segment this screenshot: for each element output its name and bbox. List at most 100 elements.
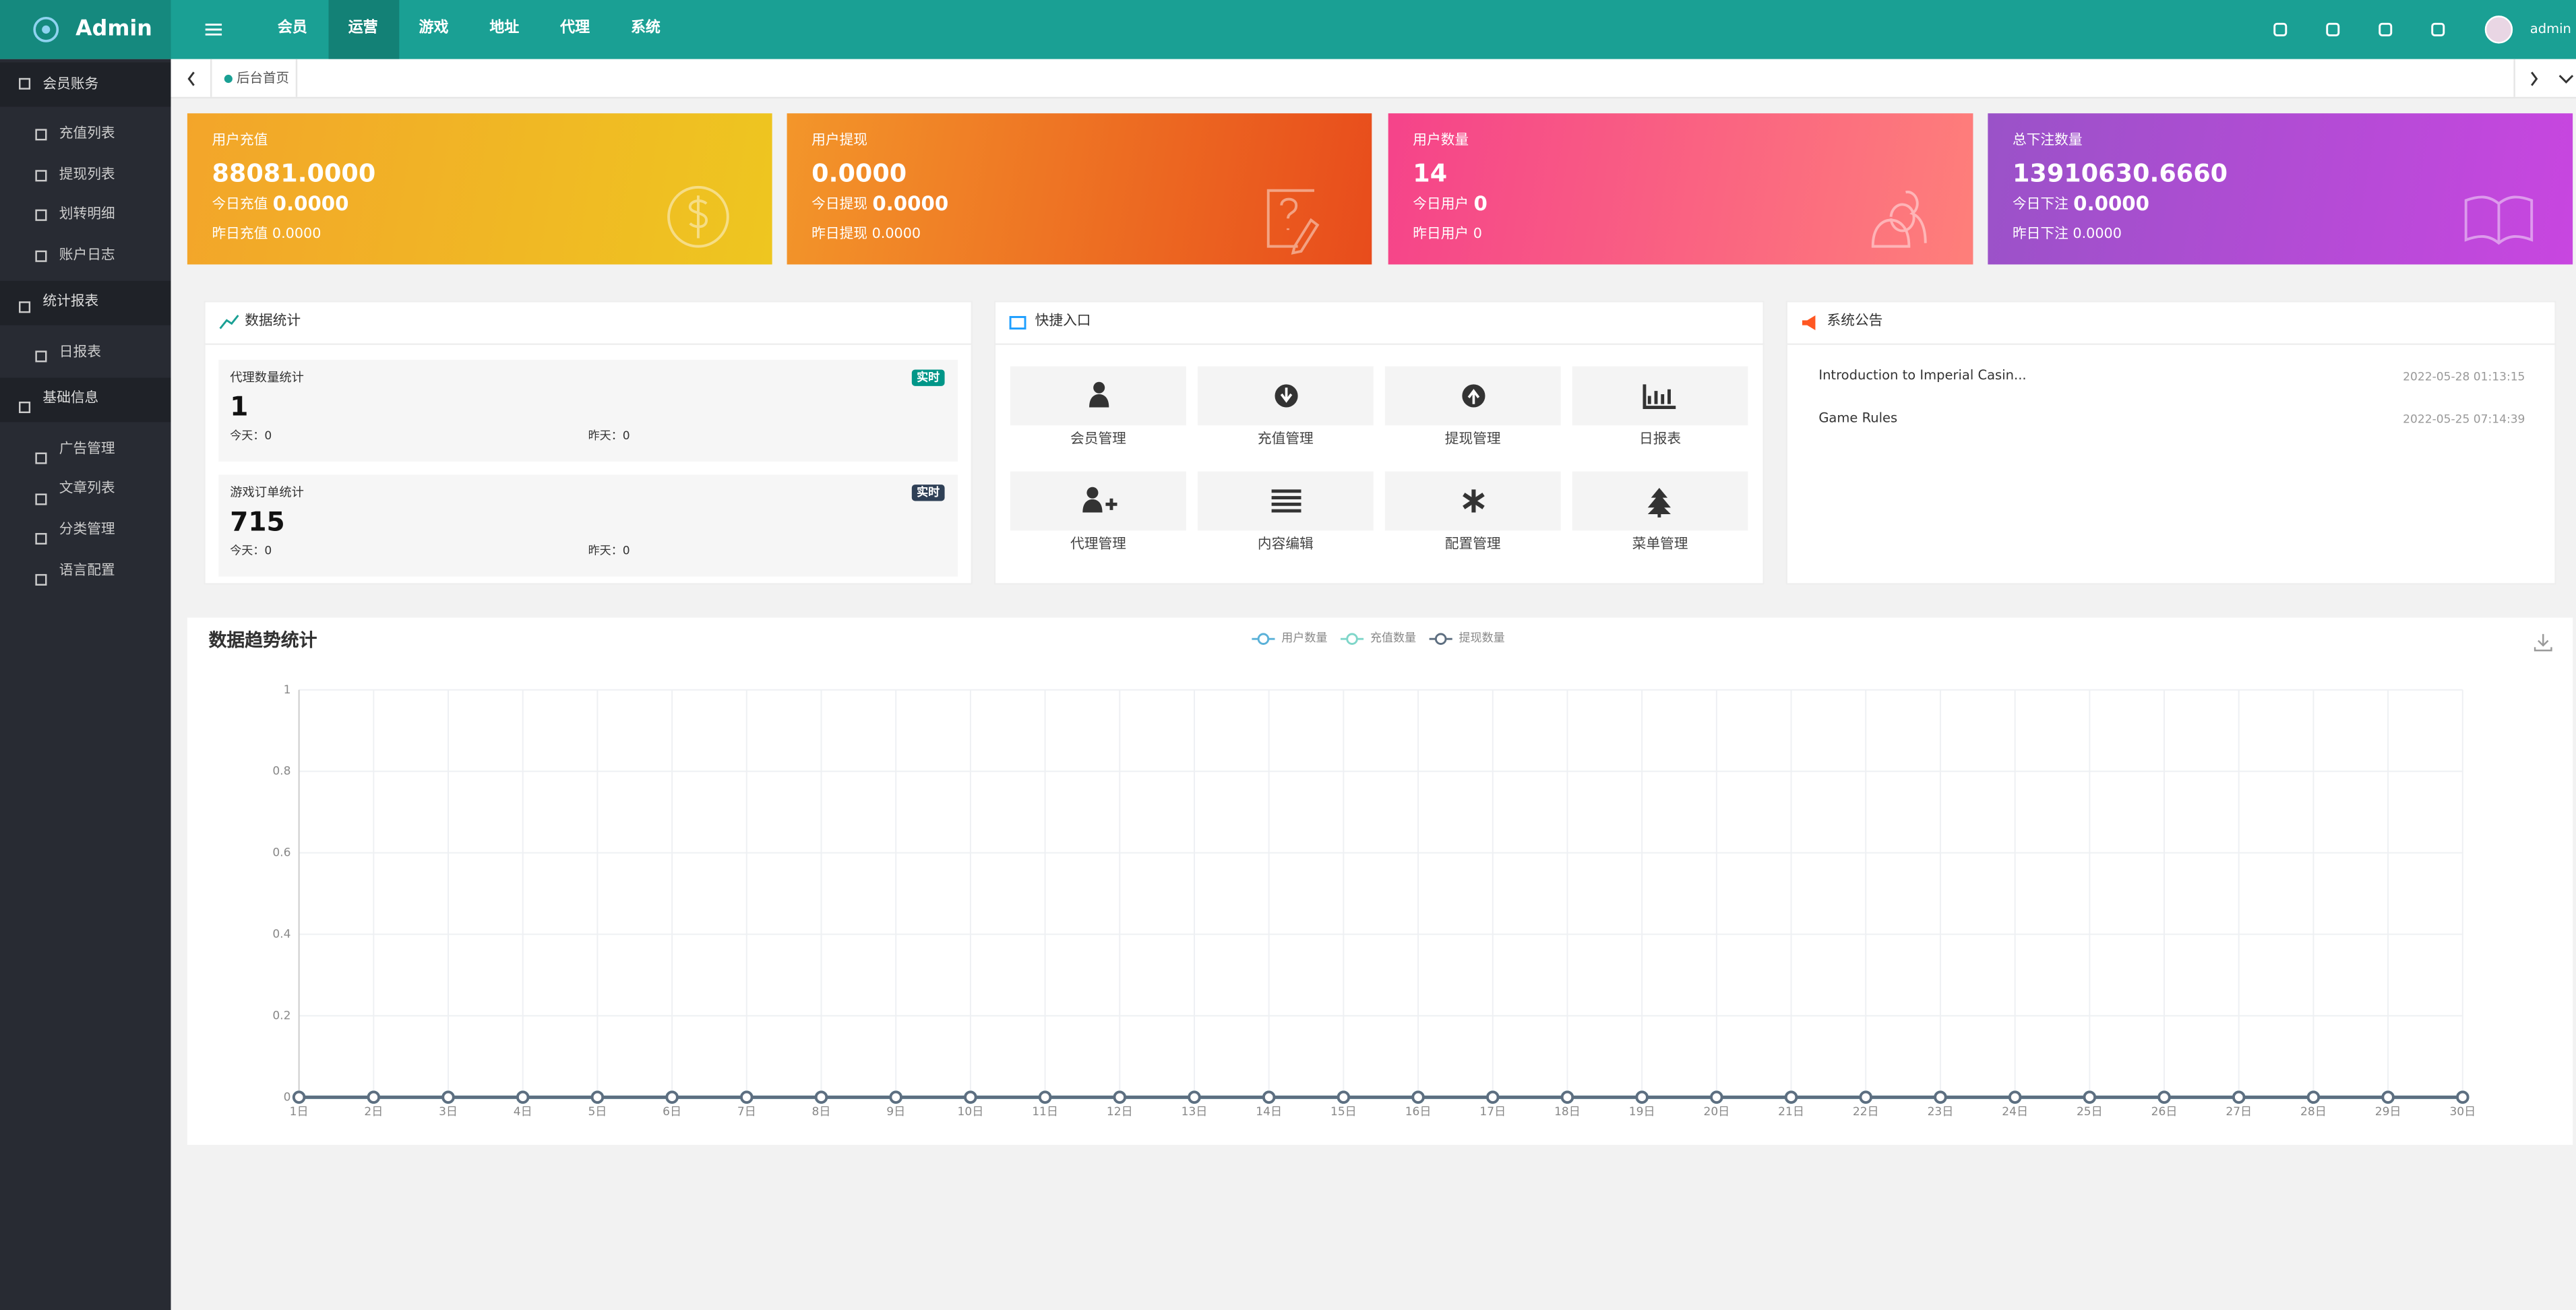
sidebar-icon <box>36 171 47 181</box>
x-tick-label: 9日 <box>886 1105 905 1119</box>
x-tick-label: 30日 <box>2449 1105 2476 1119</box>
header-tool-icon <box>2432 24 2444 35</box>
shortcut-icon <box>1272 491 1301 511</box>
x-tick-label: 14日 <box>1256 1105 1282 1119</box>
x-tick-label: 3日 <box>439 1105 458 1119</box>
data-point <box>667 1092 677 1102</box>
data-point <box>2308 1092 2319 1102</box>
data-point <box>890 1092 901 1102</box>
data-point <box>1636 1092 1647 1102</box>
x-tick-label: 13日 <box>1182 1105 1208 1119</box>
x-tick-label: 22日 <box>1853 1105 1879 1119</box>
y-tick-label: 0.8 <box>272 765 290 778</box>
x-tick-label: 17日 <box>1479 1105 1506 1119</box>
x-tick-label: 28日 <box>2300 1105 2327 1119</box>
shortcut-icon <box>1648 488 1671 518</box>
panel-icon <box>220 315 239 329</box>
shortcut-icon <box>1645 384 1676 407</box>
x-tick-label: 1日 <box>290 1105 309 1119</box>
sidebar-icon <box>36 495 47 505</box>
tab-prev-arrow <box>189 72 193 86</box>
sidebar-icon <box>36 575 47 585</box>
data-point <box>1339 1092 1349 1102</box>
data-point <box>443 1092 454 1102</box>
data-point <box>1114 1092 1125 1102</box>
card-icon <box>1268 191 1318 253</box>
panel-icon <box>1802 315 1816 330</box>
data-point <box>1413 1092 1423 1102</box>
y-tick-label: 0.2 <box>272 1009 290 1022</box>
sidebar-icon <box>36 534 47 544</box>
shortcut-icon <box>1093 382 1105 394</box>
y-tick-label: 1 <box>284 683 291 697</box>
x-tick-label: 7日 <box>737 1105 756 1119</box>
shortcut-icon <box>1464 489 1483 512</box>
data-point <box>2159 1092 2170 1102</box>
y-tick-label: 0 <box>284 1090 291 1104</box>
shortcut-icon <box>1082 499 1102 513</box>
x-tick-label: 26日 <box>2151 1105 2178 1119</box>
data-point <box>965 1092 976 1102</box>
sidebar-icon <box>36 454 47 464</box>
data-point <box>1860 1092 1871 1102</box>
sidebar-icon <box>36 130 47 140</box>
shortcut-icon <box>1086 487 1098 499</box>
data-point <box>1040 1092 1051 1102</box>
card-icon <box>1873 192 1926 247</box>
x-tick-label: 10日 <box>958 1105 984 1119</box>
x-tick-label: 15日 <box>1330 1105 1357 1119</box>
data-point <box>1189 1092 1200 1102</box>
x-tick-label: 24日 <box>2002 1105 2028 1119</box>
x-tick-label: 2日 <box>364 1105 383 1119</box>
logo-icon-core <box>42 26 50 34</box>
x-tick-label: 4日 <box>514 1105 532 1119</box>
tab-next-arrow <box>2532 72 2536 86</box>
header-tool-icon <box>2275 24 2286 35</box>
data-point <box>518 1092 528 1102</box>
x-tick-label: 27日 <box>2226 1105 2252 1119</box>
tab-dot <box>224 75 233 83</box>
data-point <box>741 1092 752 1102</box>
x-tick-label: 16日 <box>1405 1105 1432 1119</box>
data-point <box>2234 1092 2244 1102</box>
legend-icon <box>1347 634 1357 644</box>
data-point <box>294 1092 305 1102</box>
data-point <box>1562 1092 1573 1102</box>
sidebar-icon <box>20 402 30 412</box>
sidebar-icon <box>36 210 47 220</box>
download-icon <box>2535 634 2551 650</box>
data-point <box>2383 1092 2393 1102</box>
data-point <box>2010 1092 2021 1102</box>
x-tick-label: 12日 <box>1107 1105 1133 1119</box>
header-tool-icon <box>2327 24 2339 35</box>
x-tick-label: 5日 <box>588 1105 607 1119</box>
data-point <box>1786 1092 1797 1102</box>
sidebar-icon <box>36 251 47 261</box>
x-tick-label: 19日 <box>1629 1105 1655 1119</box>
data-point <box>816 1092 827 1102</box>
data-point <box>2085 1092 2095 1102</box>
legend-icon <box>1258 634 1268 644</box>
data-point <box>1935 1092 1946 1102</box>
x-tick-label: 18日 <box>1554 1105 1581 1119</box>
data-point <box>369 1092 379 1102</box>
sidebar-icon <box>36 352 47 362</box>
data-point <box>1711 1092 1722 1102</box>
sidebar-icon <box>20 303 30 313</box>
x-tick-label: 20日 <box>1703 1105 1729 1119</box>
x-tick-label: 8日 <box>812 1105 831 1119</box>
shortcut-icon <box>1105 499 1117 510</box>
x-tick-label: 29日 <box>2375 1105 2401 1119</box>
x-tick-label: 25日 <box>2077 1105 2103 1119</box>
x-tick-label: 21日 <box>1778 1105 1804 1119</box>
avatar <box>2486 16 2512 42</box>
card-icon <box>690 195 706 238</box>
data-point <box>1264 1092 1275 1102</box>
card-icon <box>2466 197 2532 243</box>
data-point <box>1488 1092 1498 1102</box>
x-tick-label: 6日 <box>663 1105 681 1119</box>
data-point <box>2457 1092 2468 1102</box>
y-tick-label: 0.4 <box>272 927 290 941</box>
